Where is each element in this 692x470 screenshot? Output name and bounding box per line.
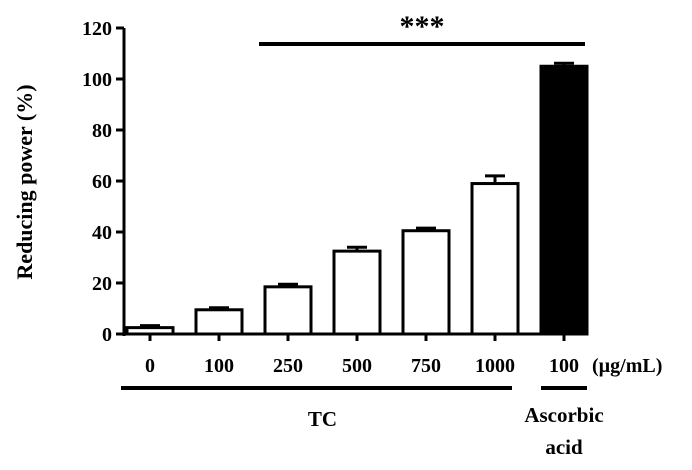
y-tick-label: 120 — [82, 18, 112, 40]
x-tick-label: 500 — [342, 355, 372, 377]
group-label: TC — [308, 407, 337, 431]
group-label: Ascorbic acid — [524, 403, 603, 459]
x-tick-label: 1000 — [475, 355, 515, 377]
y-axis-label: Reducing power (%) — [12, 84, 37, 279]
x-tick-label: 250 — [273, 355, 303, 377]
x-tick-label: 750 — [411, 355, 441, 377]
bar — [539, 64, 589, 336]
bars — [125, 61, 589, 336]
x-tick-label: 100 — [549, 355, 579, 377]
bar — [470, 182, 520, 336]
y-tick-label: 80 — [92, 120, 112, 142]
y-tick-label: 0 — [102, 324, 112, 346]
bar — [194, 308, 244, 336]
x-axis-unit: (µg/mL) — [592, 355, 662, 377]
y-tick-label: 40 — [92, 222, 112, 244]
x-tick-label: 100 — [204, 355, 234, 377]
annotations: TC Ascorbic acid *** — [121, 10, 604, 459]
axes: 0 20 40 60 80 100 120 0 100 250 500 750 1000 100 — [82, 18, 580, 377]
y-tick-label: 60 — [92, 171, 112, 193]
bar — [125, 326, 175, 336]
bar — [401, 229, 451, 336]
significance-label: *** — [400, 10, 445, 43]
bar — [332, 249, 382, 336]
y-tick-label: 20 — [92, 273, 112, 295]
x-tick-label: 0 — [145, 355, 155, 377]
bar — [263, 285, 313, 336]
y-tick-label: 100 — [82, 69, 112, 91]
